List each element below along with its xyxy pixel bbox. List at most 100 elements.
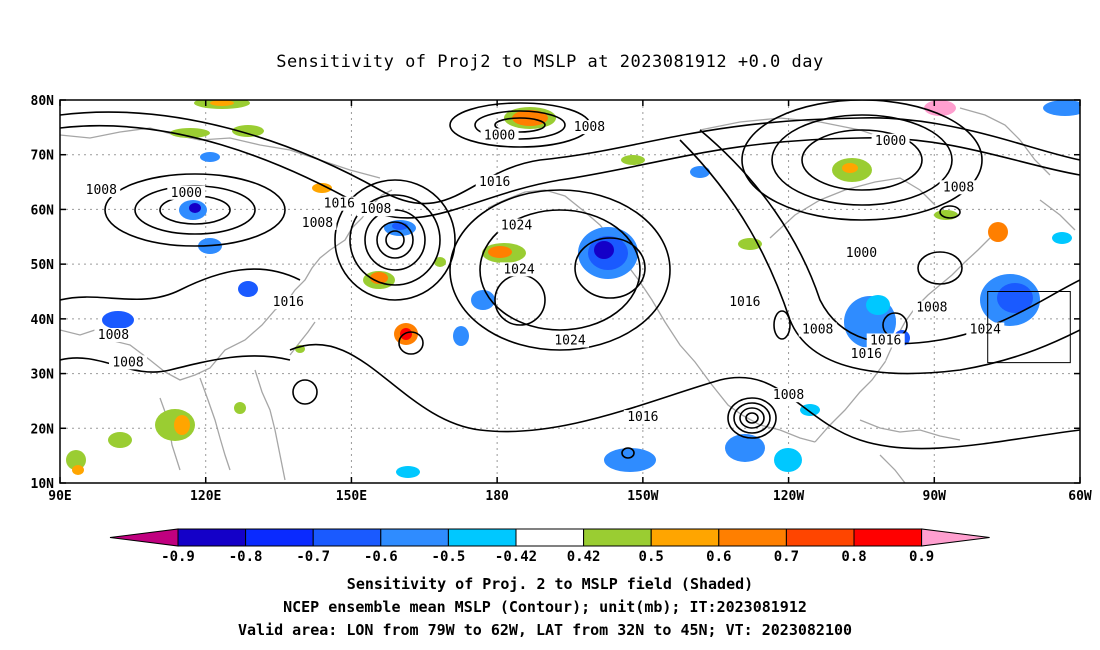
lat-tick-label: 20N <box>31 422 55 437</box>
tick-marks <box>59 99 1081 484</box>
lat-tick-label: 30N <box>31 368 55 383</box>
contour-label: 1008 <box>98 328 129 343</box>
contour-label-bg <box>167 185 206 200</box>
contour-label-bg <box>82 183 121 198</box>
colorbar-label: 0.6 <box>706 549 731 565</box>
contour-label-bg <box>475 174 514 189</box>
colorbar-triangle-low <box>109 528 179 547</box>
lon-tick-label: 180 <box>485 489 509 504</box>
figure-title: Sensitivity of Proj2 to MSLP at 20230819… <box>276 52 823 72</box>
contour-label-bg <box>500 262 538 277</box>
contour-label: 1008 <box>773 388 804 403</box>
contour-label-bg <box>847 347 886 362</box>
contour-label: 1008 <box>86 183 117 198</box>
contour-label-bg <box>725 295 764 310</box>
lon-tick-label: 120E <box>190 489 221 504</box>
lon-tick-label: 150E <box>336 489 367 504</box>
contour-label-bg <box>939 180 978 195</box>
contour-label: 1008 <box>112 355 143 370</box>
colorbar-label: 0.42 <box>567 549 601 565</box>
colorbar-triangle-high <box>921 528 990 547</box>
colorbar-label: -0.42 <box>495 549 537 565</box>
contour-label: 1008 <box>916 301 947 316</box>
colorbar-box <box>853 528 923 547</box>
lon-tick-label: 90E <box>48 489 71 504</box>
colorbar-box <box>245 528 314 547</box>
colorbar-label: -0.5 <box>432 549 466 565</box>
contour-label: 1000 <box>875 134 906 149</box>
colorbar-label: 0.7 <box>774 549 799 565</box>
colorbar-label: -0.8 <box>229 549 263 565</box>
contour-label: 1024 <box>503 262 534 277</box>
contour-label: 1008 <box>360 202 391 217</box>
longitude-tick-labels: 90E 120E 150E 180 150W 120W 90W 60W <box>48 489 1092 504</box>
colorbar-label: -0.9 <box>161 549 195 565</box>
map-plot-area: 1000 1008 1000 1008 1000 1016 1008 1008 1016 1024… <box>31 94 1092 504</box>
contour-label: 1016 <box>273 295 304 310</box>
contour-label: 1008 <box>302 216 333 231</box>
caption-line-2: NCEP ensemble mean MSLP (Contour); unit(… <box>283 598 807 616</box>
lon-tick-label: 60W <box>1068 489 1092 504</box>
caption-line-1: Sensitivity of Proj. 2 to MSLP field (Sh… <box>347 575 753 593</box>
contour-label-bg <box>94 328 133 343</box>
contour-label-bg <box>356 202 395 217</box>
lat-tick-label: 60N <box>31 203 55 218</box>
contour-label-bg <box>866 333 905 348</box>
colorbar-box <box>312 528 382 547</box>
contour-label-bg <box>912 300 951 315</box>
contour-label: 1016 <box>851 347 882 362</box>
contour-label-bg <box>966 322 1005 337</box>
colorbar-box <box>718 528 787 547</box>
valid-area-box <box>987 291 1071 364</box>
map-frame <box>59 99 1081 484</box>
mslp-contours <box>60 100 1080 459</box>
contour-labels: 1000 1008 1000 1008 1000 1016 1008 1008 1016 1024… <box>82 120 1005 425</box>
colorbar <box>109 528 990 547</box>
contour-label-bg <box>551 333 589 348</box>
contour-label-bg <box>320 196 359 211</box>
contour-label: 1000 <box>171 186 202 201</box>
contour-label: 1016 <box>324 197 355 212</box>
colorbar-box <box>650 528 720 547</box>
contour-label-bg <box>842 245 881 260</box>
colorbar-label: -0.6 <box>364 549 398 565</box>
lat-tick-label: 50N <box>31 258 55 273</box>
contour-label-bg <box>798 322 837 337</box>
colorbar-labels: -0.9 -0.8 -0.7 -0.6 -0.5 -0.42 0.42 0.5 0.6 0.7 0.… <box>161 549 934 565</box>
colorbar-box <box>583 528 652 547</box>
contour-label: 1000 <box>846 246 877 261</box>
contour-label: 1016 <box>479 175 510 190</box>
contour-label: 1024 <box>501 219 532 234</box>
lat-tick-label: 40N <box>31 313 55 328</box>
lon-tick-label: 150W <box>627 489 658 504</box>
contour-label-bg <box>871 133 910 148</box>
lat-tick-label: 80N <box>31 94 55 109</box>
caption-line-3: Valid area: LON from 79W to 62W, LAT fro… <box>238 621 852 639</box>
latitude-tick-labels: 10N 20N 30N 40N 50N 60N 70N 80N <box>31 94 55 492</box>
contour-label-bg <box>623 410 662 425</box>
contour-label: 1016 <box>729 295 760 310</box>
colorbar-box <box>447 528 517 547</box>
lon-tick-label: 120W <box>773 489 804 504</box>
colorbar-box <box>177 528 247 547</box>
lat-tick-label: 10N <box>31 477 55 492</box>
colorbar-label: 0.8 <box>841 549 866 565</box>
contour-label-bg <box>497 218 536 233</box>
contour-label-bg <box>480 128 519 143</box>
colorbar-label: 0.5 <box>639 549 664 565</box>
contour-label: 1016 <box>627 410 658 425</box>
contour-label: 1008 <box>574 120 605 135</box>
contour-label-bg <box>269 295 308 310</box>
map-background <box>60 100 1080 483</box>
colorbar-label: 0.9 <box>909 549 934 565</box>
colorbar-box <box>380 528 449 547</box>
contour-label: 1000 <box>484 128 515 143</box>
colorbar-label: -0.7 <box>296 549 330 565</box>
colorbar-box <box>515 528 585 547</box>
contour-label-bg <box>570 120 609 135</box>
contour-label: 1016 <box>870 333 901 348</box>
contour-label: 1024 <box>554 333 585 348</box>
contour-label: 1024 <box>970 323 1001 338</box>
colorbar-box <box>785 528 855 547</box>
